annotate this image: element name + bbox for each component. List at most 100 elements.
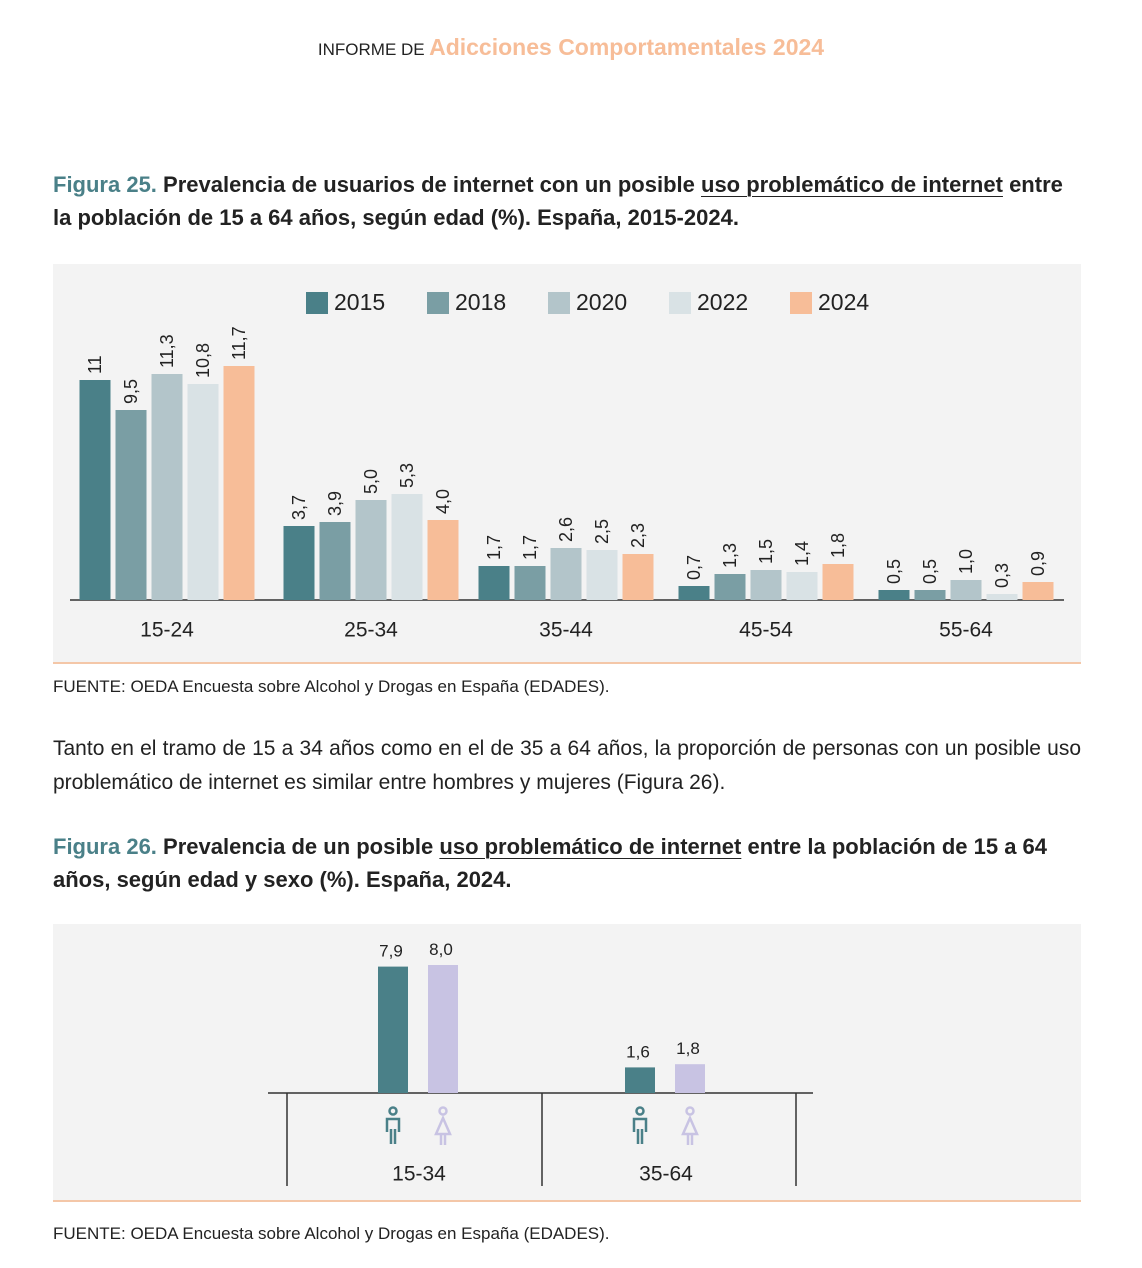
value-label: 11 — [85, 355, 105, 374]
value-label: 0,5 — [920, 559, 940, 584]
title-link: uso problemático de internet — [439, 834, 742, 859]
bar — [283, 526, 315, 600]
chart: 7,9 1,6 8,0 1,8 15-34 35-64 — [268, 940, 813, 1186]
bar — [478, 566, 510, 600]
bar — [822, 564, 854, 600]
x-tick-label: 35-44 — [539, 619, 593, 642]
legend-label: 2020 — [576, 289, 627, 315]
figure-label: Figura 25. — [53, 172, 157, 197]
legend-swatch — [306, 292, 328, 314]
chart: 2015 11 3,7 1,7 0,7 0,5 2018 9,5 3,9 1,7 1,3 0,5 202… — [70, 289, 1064, 642]
bar — [1022, 582, 1054, 600]
value-label: 2,3 — [628, 523, 648, 548]
value-label: 4,0 — [433, 489, 453, 514]
bar — [79, 380, 111, 600]
title-text: entre la población de 15 a 64 años, segú… — [53, 834, 1048, 892]
value-label: 1,4 — [792, 541, 812, 566]
figure-label: Figura 26. — [53, 834, 157, 859]
bar — [586, 550, 618, 600]
legend-swatch — [669, 292, 691, 314]
bar — [675, 1064, 705, 1093]
legend-swatch — [427, 292, 449, 314]
title-text: Prevalencia de usuarios de internet con … — [163, 172, 695, 197]
legend-label: 2018 — [455, 289, 506, 315]
value-label: 9,5 — [121, 379, 141, 404]
value-label: 3,7 — [289, 495, 309, 520]
source: FUENTE: OEDA Encuesta sobre Alcohol y Dr… — [53, 1224, 610, 1243]
bar — [514, 566, 546, 600]
header-title: Adicciones Comportamentales 2024 — [429, 34, 825, 60]
person-icon — [632, 1106, 648, 1144]
legend-swatch — [548, 292, 570, 314]
bar — [678, 586, 710, 600]
value-label: 3,9 — [325, 491, 345, 516]
header-prefix: INFORME DE — [317, 40, 425, 59]
bar — [625, 1067, 655, 1093]
bar — [427, 520, 459, 600]
legend-label: 2015 — [334, 289, 385, 315]
bar — [391, 494, 423, 600]
bar — [950, 580, 982, 600]
bar — [428, 965, 458, 1093]
bar — [151, 374, 183, 600]
value-label: 5,3 — [397, 463, 417, 488]
value-label: 1,7 — [484, 535, 504, 560]
value-label: 1,0 — [956, 549, 976, 574]
value-label: 0,5 — [884, 559, 904, 584]
value-label: 1,8 — [676, 1039, 700, 1058]
bar — [223, 366, 255, 600]
title-text: entre la población de 15 a 64 años, segú… — [53, 172, 1063, 230]
bar — [378, 966, 408, 1093]
x-tick-label: 35-64 — [639, 1163, 693, 1186]
value-label: 0,3 — [992, 563, 1012, 588]
value-label: 0,7 — [684, 555, 704, 580]
bar — [714, 574, 746, 600]
x-tick-label: 15-24 — [140, 619, 194, 642]
bar — [878, 590, 910, 600]
bar — [550, 548, 582, 600]
bar — [355, 500, 387, 600]
value-label: 1,8 — [828, 533, 848, 558]
bar — [187, 384, 219, 600]
value-label: 1,5 — [756, 539, 776, 564]
title-text: Prevalencia de un posible — [163, 834, 434, 859]
person-icon — [681, 1106, 699, 1145]
figure-title: Figura 26. Prevalencia de un posible uso… — [53, 830, 1081, 896]
header: INFORME DE Adicciones Comportamentales 2… — [0, 34, 1142, 61]
value-label: 11,7 — [229, 326, 249, 360]
x-tick-label: 25-34 — [344, 619, 398, 642]
x-tick-label: 55-64 — [939, 619, 993, 642]
value-label: 2,6 — [556, 517, 576, 542]
value-label: 1,3 — [720, 543, 740, 568]
bar — [319, 522, 351, 600]
paragraph: Tanto en el tramo de 15 a 34 años como e… — [53, 737, 1081, 794]
bar — [786, 572, 818, 600]
chart-panel: 7,9 1,6 8,0 1,8 15-34 35-64 — [53, 924, 1081, 1202]
value-label: 1,7 — [520, 535, 540, 560]
x-tick-label: 15-34 — [392, 1163, 446, 1186]
bar — [115, 410, 147, 600]
value-label: 0,9 — [1028, 551, 1048, 576]
value-label: 10,8 — [193, 343, 213, 378]
x-tick-label: 45-54 — [739, 619, 793, 642]
figure-title: Figura 25. Prevalencia de usuarios de in… — [53, 168, 1081, 234]
value-label: 1,6 — [626, 1042, 650, 1061]
legend-label: 2024 — [818, 289, 869, 315]
bar — [986, 594, 1018, 600]
value-label: 2,5 — [592, 519, 612, 544]
person-icon — [434, 1106, 452, 1145]
bar — [750, 570, 782, 600]
value-label: 11,3 — [157, 334, 177, 368]
source: FUENTE: OEDA Encuesta sobre Alcohol y Dr… — [53, 677, 610, 696]
value-label: 7,9 — [379, 942, 403, 961]
value-label: 5,0 — [361, 469, 381, 494]
legend-swatch — [790, 292, 812, 314]
bar — [622, 554, 654, 600]
bar — [914, 590, 946, 600]
value-label: 8,0 — [429, 940, 453, 959]
title-link: uso problemático de internet — [701, 172, 1003, 197]
legend-label: 2022 — [697, 289, 748, 315]
person-icon — [385, 1106, 401, 1144]
chart-panel: 2015 11 3,7 1,7 0,7 0,5 2018 9,5 3,9 1,7 1,3 0,5 202… — [53, 264, 1081, 664]
